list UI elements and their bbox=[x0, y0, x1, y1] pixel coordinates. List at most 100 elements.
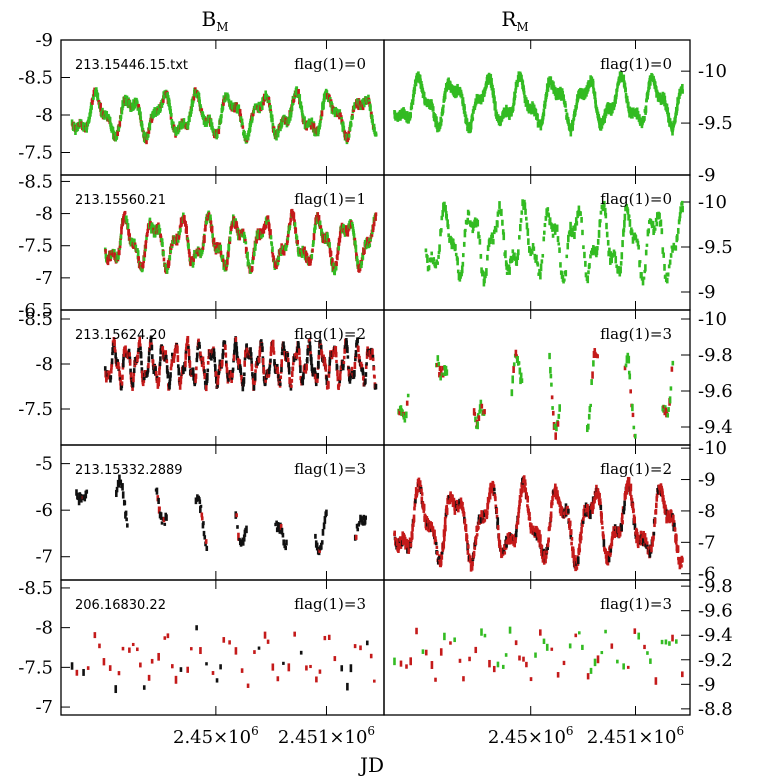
data-point bbox=[470, 221, 474, 228]
data-point bbox=[622, 74, 626, 83]
data-point bbox=[618, 272, 622, 277]
data-point bbox=[526, 504, 529, 508]
data-point bbox=[369, 653, 373, 659]
data-point bbox=[128, 233, 132, 238]
data-point bbox=[221, 348, 225, 356]
data-point bbox=[288, 222, 292, 226]
data-point bbox=[157, 497, 160, 504]
data-point bbox=[523, 479, 527, 484]
data-point bbox=[102, 658, 106, 666]
data-point bbox=[652, 76, 655, 80]
data-point bbox=[481, 270, 485, 276]
data-point bbox=[471, 113, 474, 121]
data-point bbox=[217, 128, 221, 135]
data-point bbox=[309, 664, 312, 669]
data-point bbox=[528, 516, 532, 521]
data-point bbox=[109, 252, 113, 259]
data-point bbox=[494, 227, 498, 233]
data-point bbox=[146, 370, 149, 375]
data-point bbox=[511, 249, 515, 254]
data-point bbox=[335, 359, 338, 364]
data-point bbox=[462, 676, 465, 682]
data-point bbox=[599, 501, 602, 508]
column-title-subscript: M bbox=[216, 20, 228, 34]
data-point bbox=[678, 562, 682, 570]
data-point bbox=[131, 384, 134, 391]
data-point bbox=[442, 540, 446, 549]
data-point bbox=[582, 245, 585, 250]
data-point bbox=[514, 349, 518, 357]
data-point bbox=[592, 360, 595, 367]
data-point bbox=[209, 220, 213, 228]
data-point bbox=[239, 367, 243, 373]
data-point bbox=[579, 211, 582, 216]
data-point bbox=[340, 665, 344, 672]
data-point bbox=[288, 224, 292, 229]
data-point bbox=[518, 494, 522, 503]
data-point bbox=[633, 516, 637, 524]
data-point bbox=[441, 210, 445, 217]
data-point bbox=[356, 527, 360, 532]
data-point bbox=[219, 664, 222, 670]
data-point bbox=[243, 360, 246, 367]
data-point bbox=[201, 356, 205, 362]
data-point bbox=[358, 100, 362, 108]
data-point bbox=[477, 526, 480, 530]
data-point bbox=[420, 81, 423, 86]
data-point bbox=[508, 626, 512, 634]
data-point bbox=[491, 84, 494, 90]
data-point bbox=[243, 130, 246, 138]
data-point bbox=[512, 362, 516, 367]
data-point bbox=[550, 395, 554, 400]
data-point bbox=[463, 518, 467, 523]
data-point bbox=[244, 238, 247, 243]
data-point bbox=[468, 555, 472, 560]
data-point bbox=[628, 373, 632, 380]
data-point bbox=[275, 520, 278, 524]
data-point bbox=[439, 228, 443, 233]
data-point bbox=[576, 99, 579, 103]
data-point bbox=[204, 539, 208, 544]
data-point bbox=[624, 363, 628, 368]
y-tick: -8.5 bbox=[18, 171, 70, 192]
data-point bbox=[673, 527, 677, 532]
data-point bbox=[646, 92, 649, 100]
data-point bbox=[136, 248, 139, 253]
data-point bbox=[287, 663, 291, 672]
data-point bbox=[286, 237, 290, 241]
data-point bbox=[438, 556, 441, 560]
data-point bbox=[187, 243, 190, 251]
data-point bbox=[442, 372, 446, 376]
data-point bbox=[115, 133, 119, 139]
data-point bbox=[629, 483, 633, 492]
data-point bbox=[668, 259, 672, 265]
data-point bbox=[303, 116, 306, 125]
data-point bbox=[500, 208, 503, 217]
y-tick-label: -9.8 bbox=[698, 345, 733, 366]
y-tick: -8.5 bbox=[18, 68, 70, 89]
data-point bbox=[137, 105, 141, 109]
data-point bbox=[121, 483, 124, 491]
data-point bbox=[243, 372, 246, 377]
data-point bbox=[364, 372, 368, 377]
y-tick-label: -10 bbox=[698, 192, 727, 213]
data-point bbox=[663, 263, 666, 271]
data-point bbox=[436, 355, 440, 362]
data-point bbox=[412, 514, 416, 523]
data-point bbox=[680, 564, 683, 568]
data-point bbox=[335, 365, 339, 370]
data-point bbox=[567, 508, 570, 514]
data-point bbox=[569, 128, 573, 132]
data-point bbox=[186, 666, 189, 673]
data-point bbox=[192, 93, 196, 101]
data-point bbox=[141, 263, 145, 268]
data-point bbox=[318, 120, 322, 127]
y-tick-label: -9.5 bbox=[698, 113, 733, 134]
data-point bbox=[147, 674, 151, 681]
data-point bbox=[331, 258, 334, 266]
data-point bbox=[268, 363, 272, 368]
data-point bbox=[187, 356, 191, 363]
data-point bbox=[210, 122, 214, 129]
data-point bbox=[420, 496, 424, 505]
data-point bbox=[514, 534, 518, 540]
